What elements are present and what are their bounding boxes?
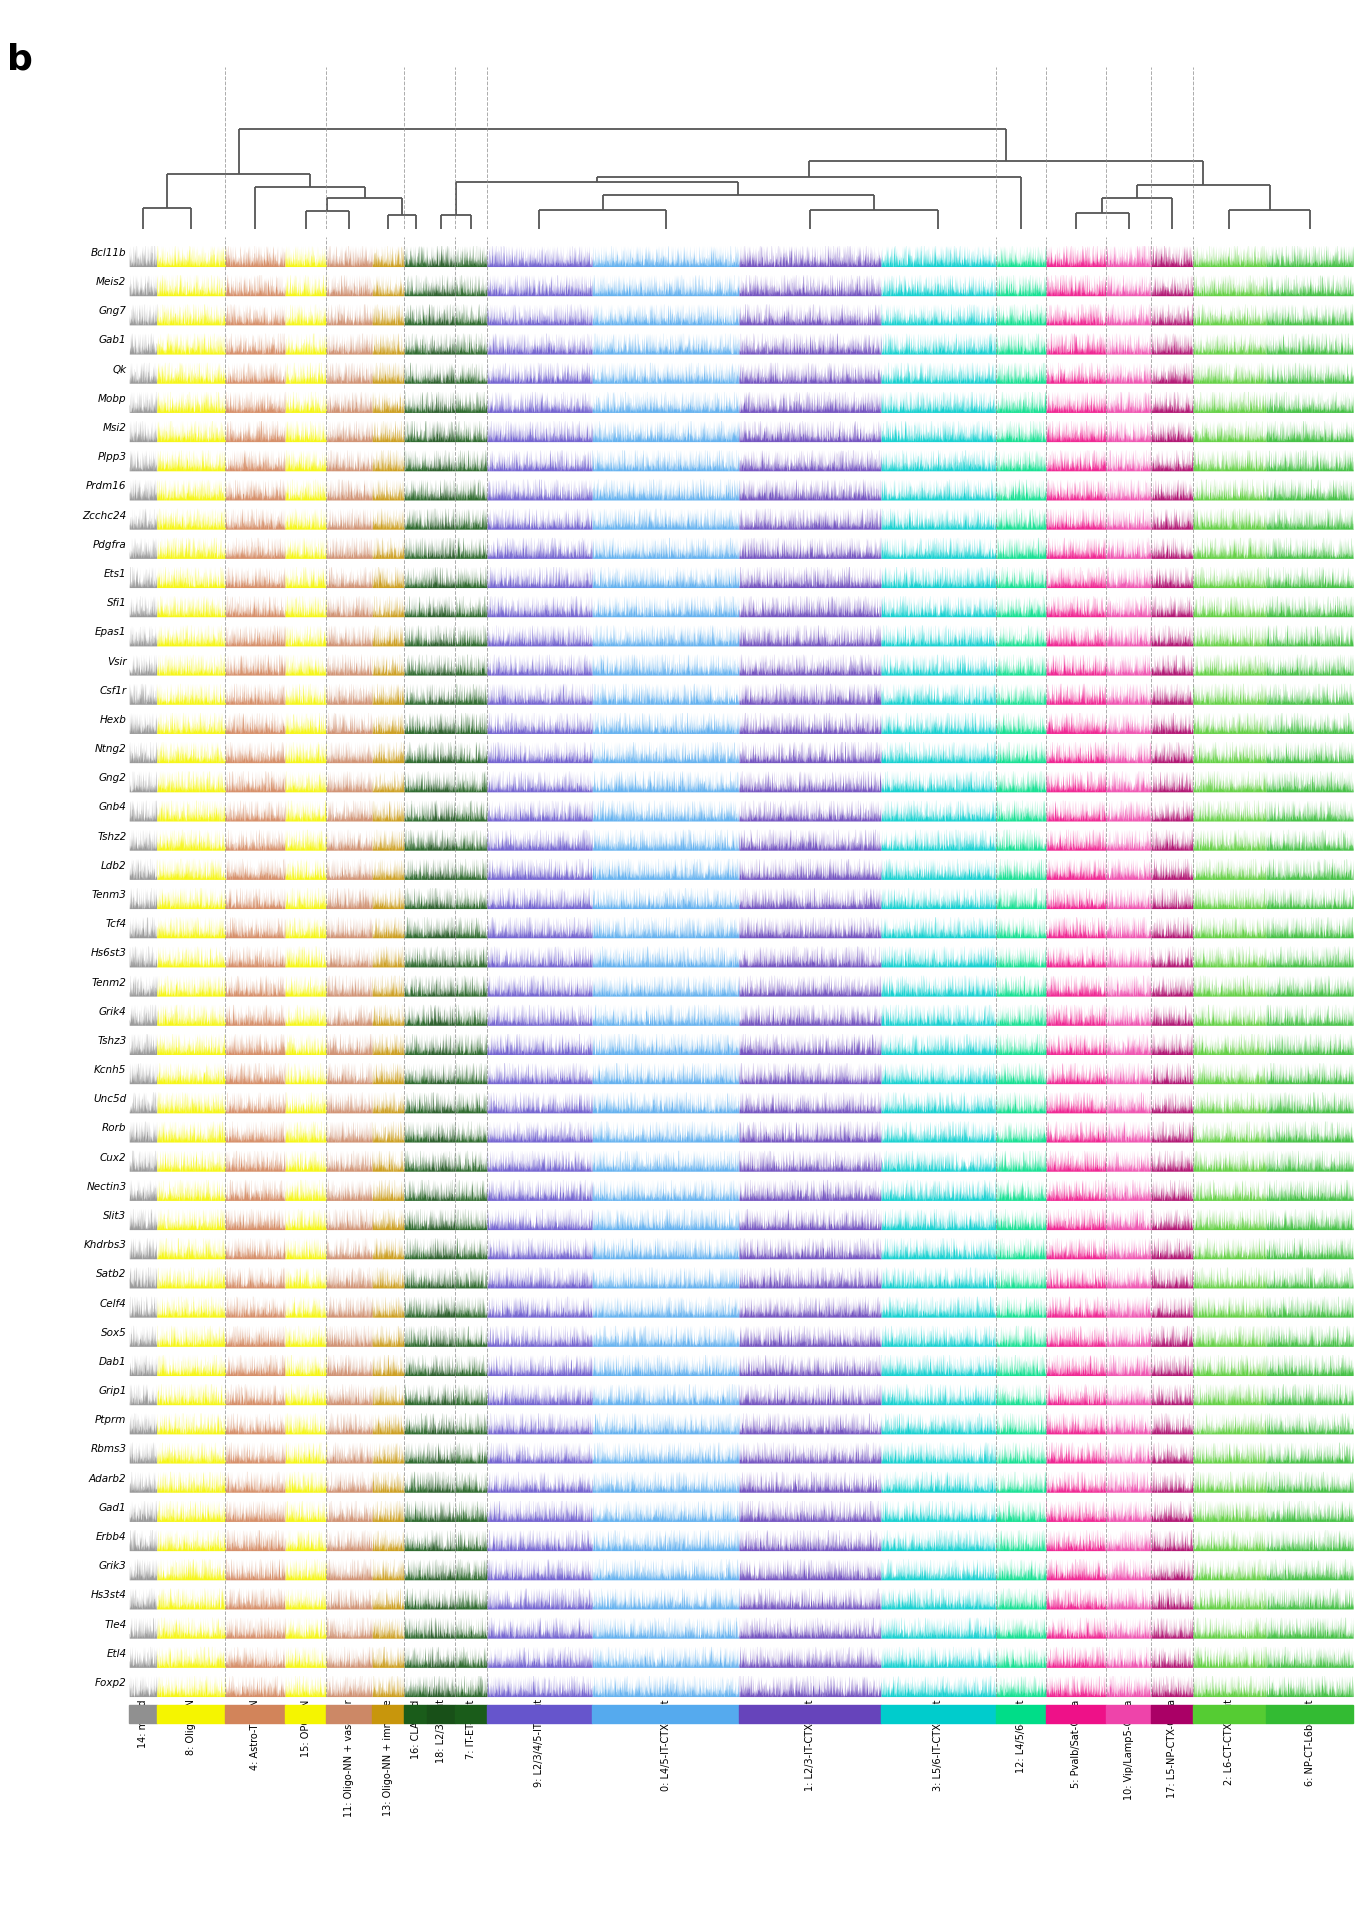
FancyBboxPatch shape	[1152, 1706, 1193, 1723]
FancyBboxPatch shape	[487, 1706, 592, 1723]
FancyBboxPatch shape	[881, 1706, 996, 1723]
FancyBboxPatch shape	[1106, 1706, 1152, 1723]
FancyBboxPatch shape	[129, 1706, 156, 1723]
FancyBboxPatch shape	[1266, 1706, 1353, 1723]
FancyBboxPatch shape	[226, 1706, 286, 1723]
FancyBboxPatch shape	[404, 1706, 427, 1723]
FancyBboxPatch shape	[996, 1706, 1046, 1723]
FancyBboxPatch shape	[454, 1706, 487, 1723]
FancyBboxPatch shape	[156, 1706, 226, 1723]
FancyBboxPatch shape	[286, 1706, 326, 1723]
FancyBboxPatch shape	[592, 1706, 738, 1723]
FancyBboxPatch shape	[1193, 1706, 1266, 1723]
FancyBboxPatch shape	[1046, 1706, 1106, 1723]
FancyBboxPatch shape	[427, 1706, 454, 1723]
FancyBboxPatch shape	[373, 1706, 404, 1723]
FancyBboxPatch shape	[326, 1706, 373, 1723]
Text: b: b	[7, 42, 33, 77]
FancyBboxPatch shape	[738, 1706, 881, 1723]
